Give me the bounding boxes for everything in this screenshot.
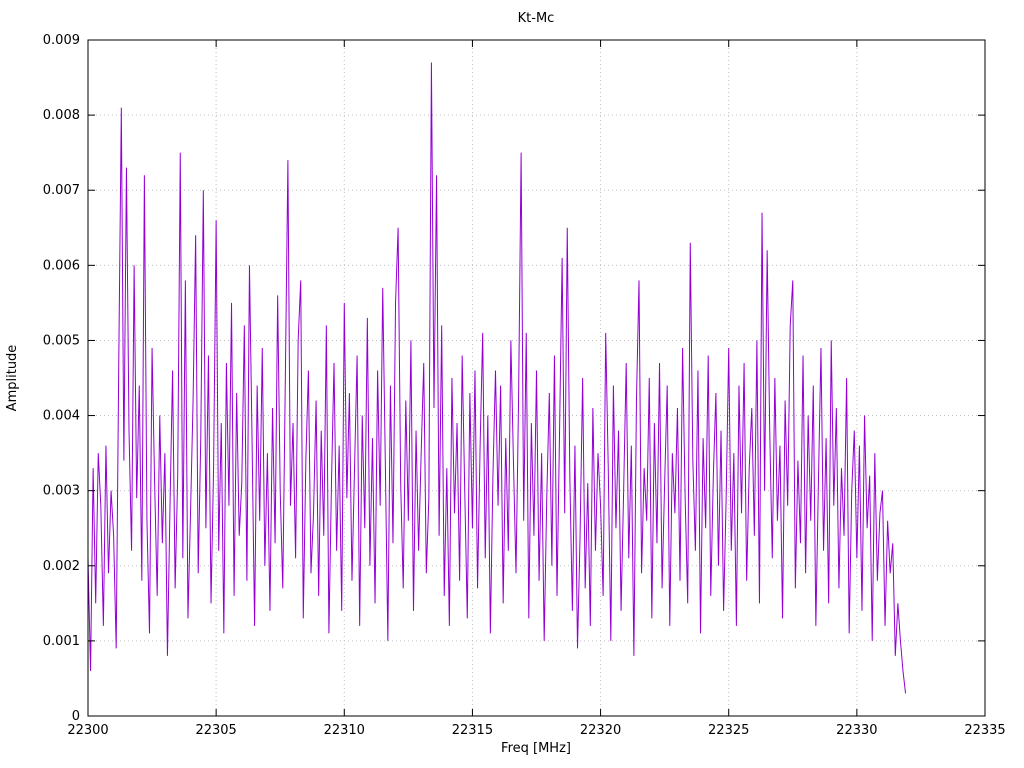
x-tick-label: 22310 bbox=[324, 723, 365, 738]
y-tick-label: 0.002 bbox=[43, 559, 80, 574]
x-tick-label: 22320 bbox=[580, 723, 621, 738]
y-tick-label: 0.001 bbox=[43, 634, 80, 649]
x-tick-label: 22305 bbox=[195, 723, 236, 738]
x-tick-label: 22315 bbox=[452, 723, 493, 738]
x-axis-label: Freq [MHz] bbox=[501, 741, 571, 756]
y-axis-label: Amplitude bbox=[5, 345, 20, 412]
y-tick-label: 0.008 bbox=[43, 108, 80, 123]
y-tick-label: 0.009 bbox=[43, 33, 80, 48]
y-tick-label: 0.007 bbox=[43, 183, 80, 198]
axis-layer bbox=[87, 39, 986, 717]
plot-border bbox=[87, 39, 986, 717]
tick-label-layer: 22300 22305 22310 22315 22320 22325 22330 22335… bbox=[43, 33, 1006, 738]
y-tick-label: 0.005 bbox=[43, 333, 80, 348]
x-tick-label: 22335 bbox=[964, 723, 1005, 738]
data-layer bbox=[87, 62, 907, 694]
x-tick-label: 22300 bbox=[67, 723, 108, 738]
x-tick-label: 22330 bbox=[836, 723, 877, 738]
spectrum-line bbox=[87, 62, 907, 694]
y-tick-label: 0.004 bbox=[43, 409, 80, 424]
x-tick-label: 22325 bbox=[708, 723, 749, 738]
y-tick-label: 0.003 bbox=[43, 484, 80, 499]
chart-title: Kt-Mc bbox=[518, 11, 555, 26]
y-tick-label: 0 bbox=[72, 709, 80, 724]
y-tick-label: 0.006 bbox=[43, 258, 80, 273]
